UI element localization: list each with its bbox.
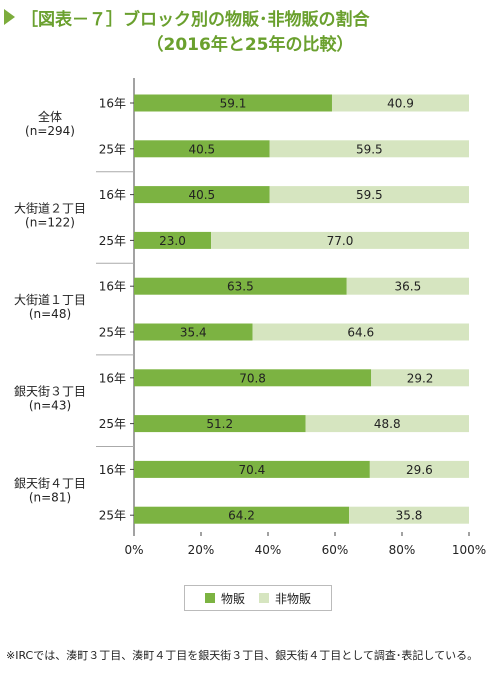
data-label-buppan: 70.4 bbox=[239, 463, 266, 477]
legend-label-hibuppan: 非物販 bbox=[275, 591, 312, 606]
bar-segment-buppan bbox=[134, 140, 270, 158]
title-row: ［図表－７］ブロック別の物販･非物販の割合 bbox=[4, 6, 370, 30]
year-tick-label: 25年 bbox=[99, 326, 126, 340]
data-label-buppan: 64.2 bbox=[228, 509, 255, 523]
bar-segment-buppan bbox=[134, 186, 270, 204]
bar-segment-hibuppan bbox=[349, 506, 469, 524]
group-label: 全体 bbox=[38, 109, 62, 124]
group-label: 大街道２丁目 bbox=[14, 202, 86, 216]
bar-segment-buppan bbox=[134, 277, 347, 295]
data-label-hibuppan: 40.9 bbox=[387, 97, 414, 111]
data-label-buppan: 23.0 bbox=[159, 234, 186, 248]
year-tick-label: 16年 bbox=[99, 371, 126, 385]
data-label-hibuppan: 59.5 bbox=[356, 188, 383, 202]
data-label-buppan: 51.2 bbox=[206, 417, 233, 431]
chart-subtitle: （2016年と25年の比較） bbox=[146, 35, 354, 55]
data-label-hibuppan: 77.0 bbox=[327, 234, 354, 248]
legend-item-buppan: 物販 bbox=[204, 590, 245, 607]
bar-segment-buppan bbox=[134, 231, 212, 249]
legend: 物販 非物販 bbox=[184, 585, 332, 611]
year-tick-label: 16年 bbox=[99, 97, 126, 111]
x-tick-label: 0% bbox=[124, 543, 143, 557]
data-label-hibuppan: 29.2 bbox=[407, 371, 434, 385]
group-n-label: (n=48) bbox=[29, 307, 71, 321]
bar-segment-hibuppan bbox=[269, 140, 469, 158]
footnote: ※IRCでは、湊町３丁目、湊町４丁目を銀天街３丁目、銀天街４丁目として調査･表記… bbox=[6, 649, 479, 662]
data-label-hibuppan: 36.5 bbox=[395, 280, 422, 294]
bar-segment-hibuppan bbox=[331, 94, 469, 112]
triangle-marker-icon bbox=[4, 9, 15, 25]
bar-segment-hibuppan bbox=[369, 460, 469, 478]
group-label: 大街道１丁目 bbox=[14, 293, 86, 307]
legend-swatch-hibuppan bbox=[259, 593, 269, 603]
bar-segment-buppan bbox=[134, 506, 350, 524]
data-label-buppan: 40.5 bbox=[188, 188, 215, 202]
year-tick-label: 25年 bbox=[99, 509, 126, 523]
data-label-buppan: 63.5 bbox=[227, 280, 254, 294]
bar-segment-buppan bbox=[134, 460, 370, 478]
bar-segment-buppan bbox=[134, 415, 306, 433]
year-tick-label: 16年 bbox=[99, 188, 126, 202]
bar-segment-buppan bbox=[134, 369, 372, 387]
bar-segment-buppan bbox=[134, 323, 253, 341]
year-tick-label: 25年 bbox=[99, 142, 126, 156]
group-n-label: (n=294) bbox=[25, 124, 75, 138]
data-label-hibuppan: 29.6 bbox=[406, 463, 433, 477]
group-label: 銀天街３丁目 bbox=[14, 385, 86, 399]
year-tick-label: 16年 bbox=[99, 463, 126, 477]
chart-title: ［図表－７］ブロック別の物販･非物販の割合 bbox=[21, 9, 370, 30]
bar-segment-hibuppan bbox=[252, 323, 469, 341]
data-label-hibuppan: 59.5 bbox=[356, 142, 383, 156]
year-tick-label: 25年 bbox=[99, 417, 126, 431]
data-label-buppan: 40.5 bbox=[188, 142, 215, 156]
bar-segment-hibuppan bbox=[346, 277, 469, 295]
bar-segment-hibuppan bbox=[305, 415, 469, 433]
bar-segment-hibuppan bbox=[269, 186, 469, 204]
x-tick-label: 60% bbox=[322, 543, 349, 557]
bar-segment-buppan bbox=[134, 94, 332, 112]
group-label: 銀天街４丁目 bbox=[14, 476, 86, 490]
bar-segment-hibuppan bbox=[371, 369, 469, 387]
x-tick-label: 80% bbox=[389, 543, 416, 557]
bar-segment-hibuppan bbox=[211, 231, 470, 249]
group-n-label: (n=81) bbox=[29, 490, 71, 504]
data-label-hibuppan: 48.8 bbox=[374, 417, 401, 431]
legend-label-buppan: 物販 bbox=[220, 591, 245, 606]
data-label-hibuppan: 64.6 bbox=[347, 326, 374, 340]
legend-item-hibuppan: 非物販 bbox=[259, 590, 311, 607]
x-tick-label: 40% bbox=[255, 543, 282, 557]
legend-swatch-buppan bbox=[204, 593, 215, 603]
x-tick-label: 100% bbox=[452, 543, 486, 557]
data-label-buppan: 59.1 bbox=[220, 97, 247, 111]
data-label-buppan: 35.4 bbox=[180, 326, 207, 340]
year-tick-label: 25年 bbox=[99, 234, 126, 248]
x-tick-label: 20% bbox=[188, 543, 215, 557]
year-tick-label: 16年 bbox=[99, 280, 126, 294]
group-n-label: (n=122) bbox=[25, 216, 75, 230]
group-n-label: (n=43) bbox=[29, 399, 71, 413]
data-label-hibuppan: 35.8 bbox=[396, 509, 423, 523]
data-label-buppan: 70.8 bbox=[239, 371, 266, 385]
